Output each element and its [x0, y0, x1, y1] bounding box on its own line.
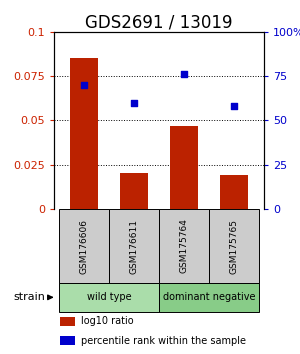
- Bar: [209, 209, 259, 283]
- Text: percentile rank within the sample: percentile rank within the sample: [81, 336, 246, 346]
- Text: dominant negative: dominant negative: [163, 292, 255, 302]
- Bar: [109, 209, 159, 283]
- Point: [132, 100, 136, 105]
- Text: GSM175765: GSM175765: [230, 218, 238, 274]
- Point: [232, 103, 236, 109]
- Bar: [60, 336, 75, 346]
- Text: strain: strain: [13, 292, 45, 302]
- Point: [82, 82, 86, 88]
- Title: GDS2691 / 13019: GDS2691 / 13019: [85, 14, 233, 32]
- Bar: [70, 58, 98, 209]
- Bar: [59, 209, 109, 283]
- Text: wild type: wild type: [87, 292, 131, 302]
- Bar: [159, 209, 209, 283]
- Bar: [220, 175, 248, 209]
- Point: [182, 72, 186, 77]
- Bar: [59, 283, 159, 312]
- Text: log10 ratio: log10 ratio: [81, 316, 134, 326]
- Text: GSM175764: GSM175764: [179, 218, 188, 274]
- Bar: [159, 283, 259, 312]
- Bar: [120, 173, 148, 209]
- Bar: [60, 316, 75, 326]
- Text: GSM176611: GSM176611: [130, 218, 139, 274]
- Text: GSM176606: GSM176606: [80, 218, 88, 274]
- Bar: [170, 126, 198, 209]
